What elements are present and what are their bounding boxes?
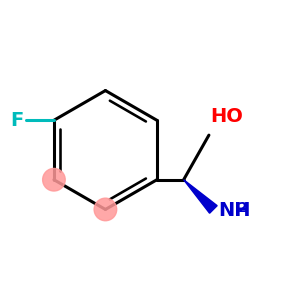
Text: F: F xyxy=(10,111,23,130)
Text: 2: 2 xyxy=(238,201,248,215)
Polygon shape xyxy=(184,180,217,213)
Text: NH: NH xyxy=(218,201,250,220)
Circle shape xyxy=(43,168,65,191)
Text: HO: HO xyxy=(210,107,243,126)
Circle shape xyxy=(94,198,117,221)
